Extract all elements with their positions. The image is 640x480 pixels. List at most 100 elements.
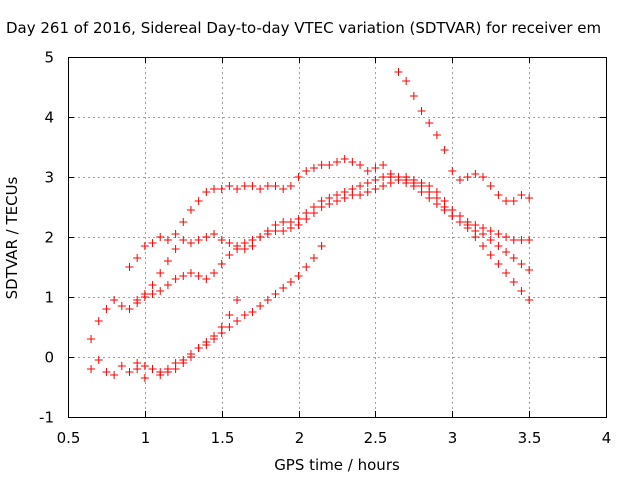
x-tick-label: 2.5 — [364, 429, 388, 447]
data-point — [509, 254, 518, 262]
data-point — [394, 173, 403, 181]
data-point — [363, 188, 372, 196]
data-point — [279, 227, 288, 235]
plot-frame — [68, 57, 607, 418]
data-point — [256, 185, 265, 193]
data-point — [309, 254, 318, 262]
data-point — [317, 161, 326, 169]
data-point — [302, 263, 311, 271]
data-point — [133, 296, 142, 304]
data-point — [140, 362, 149, 370]
data-point — [202, 188, 211, 196]
data-point — [286, 218, 295, 226]
data-point — [317, 197, 326, 205]
data-point — [325, 161, 334, 169]
series-track-5 — [133, 173, 534, 304]
data-point — [217, 260, 226, 268]
data-point — [271, 221, 280, 229]
data-point — [117, 302, 126, 310]
data-point — [309, 203, 318, 211]
data-point — [409, 176, 418, 184]
x-axis-title: GPS time / hours — [274, 456, 400, 474]
data-point — [294, 173, 303, 181]
data-point — [440, 146, 449, 154]
data-point — [210, 185, 219, 193]
data-point — [394, 68, 403, 76]
data-point — [448, 167, 457, 175]
data-point — [102, 368, 111, 376]
data-point — [217, 329, 226, 337]
data-point — [486, 227, 495, 235]
data-point — [479, 224, 488, 232]
data-point — [402, 77, 411, 85]
data-point — [356, 161, 365, 169]
series-track-2 — [133, 242, 326, 376]
data-point — [348, 185, 357, 193]
data-point — [171, 245, 180, 253]
data-point — [479, 173, 488, 181]
data-point — [494, 230, 503, 238]
y-tick-label: 3 — [44, 169, 54, 187]
data-point — [517, 191, 526, 199]
data-point — [194, 197, 203, 205]
data-point — [263, 182, 272, 190]
y-tick-label: 1 — [44, 289, 54, 307]
data-point — [333, 158, 341, 166]
data-point — [248, 308, 257, 316]
data-point — [225, 323, 234, 331]
data-point — [425, 182, 434, 190]
tick-labels: 0.5 1 1.5 2 2.5 3 3.5 4 -1 0 1 2 3 4 5 — [39, 49, 611, 448]
data-point — [225, 239, 234, 247]
data-point — [202, 275, 211, 283]
data-point — [286, 278, 295, 286]
x-tick-label: 1 — [141, 429, 151, 447]
data-point — [171, 230, 180, 238]
data-point — [386, 173, 395, 181]
data-point — [94, 356, 103, 364]
data-point — [425, 119, 434, 127]
data-point — [525, 296, 534, 304]
data-point — [156, 368, 165, 376]
x-tick-label: 4 — [602, 429, 612, 447]
data-point — [171, 275, 180, 283]
data-point — [179, 272, 188, 280]
data-point — [455, 212, 464, 220]
data-point — [371, 176, 380, 184]
y-tick-label: 2 — [44, 229, 54, 247]
data-point — [455, 176, 464, 184]
data-point — [502, 269, 511, 277]
data-point — [340, 188, 349, 196]
data-point — [379, 161, 388, 169]
data-point — [217, 185, 226, 193]
y-axis-title: SDTVAR / TECUs — [3, 176, 21, 299]
data-point — [371, 164, 380, 172]
data-point — [402, 173, 411, 181]
data-point — [440, 197, 449, 205]
data-point — [463, 173, 472, 181]
data-point — [202, 341, 211, 349]
data-point — [286, 182, 295, 190]
data-point — [356, 191, 365, 199]
data-point — [140, 374, 149, 382]
x-tick-label: 0.5 — [57, 429, 81, 447]
data-point — [509, 236, 518, 244]
data-point — [248, 182, 257, 190]
data-point — [294, 272, 303, 280]
data-point — [302, 209, 311, 217]
data-point — [148, 365, 157, 373]
data-point — [179, 218, 188, 226]
data-point — [163, 257, 172, 265]
data-point — [186, 206, 195, 214]
data-point — [156, 233, 165, 241]
data-point — [379, 173, 388, 181]
data-point — [502, 248, 511, 256]
series-track-4 — [87, 176, 534, 343]
data-point — [102, 305, 111, 313]
data-point — [210, 230, 219, 238]
data-point — [302, 167, 311, 175]
data-point — [133, 359, 142, 367]
data-point — [486, 236, 495, 244]
data-point — [525, 194, 534, 202]
data-point — [156, 269, 165, 277]
